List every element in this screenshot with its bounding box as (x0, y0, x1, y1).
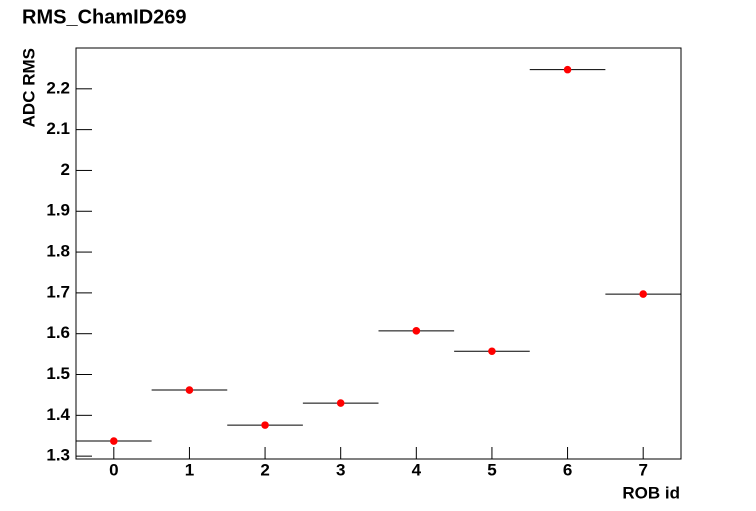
y-tick-label: 1.8 (46, 242, 70, 261)
frame (75, 47, 682, 460)
point (336, 399, 345, 407)
x-tick-label: 3 (336, 460, 345, 479)
x-tick-label: 2 (260, 460, 269, 479)
point (110, 437, 118, 445)
y-tick-label: 2.1 (46, 119, 70, 138)
y-tick-label: 2 (61, 160, 70, 179)
point (261, 421, 269, 429)
point (488, 347, 496, 356)
x-tick-label: 7 (638, 460, 647, 479)
x-tick-label: 1 (185, 460, 194, 479)
point (563, 65, 572, 74)
y-tick-label: 1.5 (46, 364, 70, 383)
y-tick-label: 1.7 (46, 282, 70, 301)
point (639, 290, 647, 298)
y-tick-label: 1.9 (46, 201, 70, 220)
x-tick-label: 0 (109, 460, 118, 479)
y-tick-label: 1.4 (46, 405, 70, 424)
x-tick-label: 4 (412, 460, 422, 479)
x-tick-label: 5 (487, 460, 496, 479)
x-axis-label: ROB id (622, 483, 680, 502)
y-tick-label: 2.2 (46, 78, 70, 97)
point (185, 386, 194, 394)
point (412, 327, 421, 335)
y-axis-label: ADC RMS (19, 48, 38, 127)
chart-title: RMS_ChamID269 (22, 6, 187, 28)
y-tick-label: 1.6 (46, 323, 70, 342)
y-tick-label: 1.3 (46, 446, 70, 465)
x-tick-label: 6 (563, 460, 572, 479)
